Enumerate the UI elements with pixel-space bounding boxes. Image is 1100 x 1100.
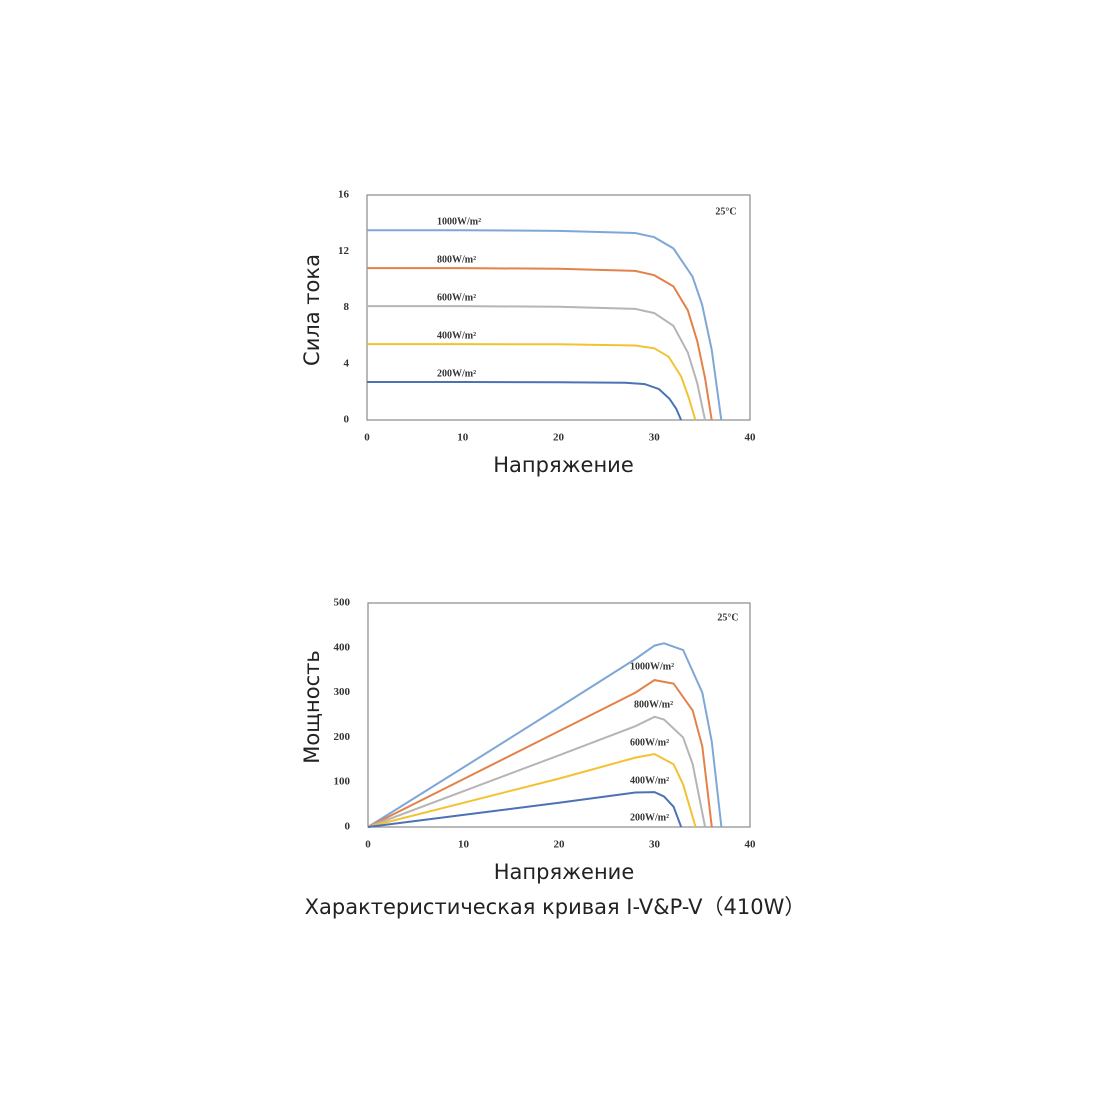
y-tick-label: 16 [338, 189, 350, 201]
series-label: 800W/m² [634, 699, 673, 710]
x-tick-label: 40 [745, 839, 757, 851]
y-tick-label: 12 [338, 245, 350, 257]
series-label: 600W/m² [630, 737, 669, 748]
x-tick-label: 0 [364, 432, 370, 444]
y-axis-label: Сила тока [300, 254, 324, 366]
series-line [367, 791, 683, 828]
x-tick-label: 20 [553, 432, 565, 444]
series-line [367, 715, 707, 828]
series-label: 1000W/m² [630, 661, 674, 672]
series-label: 1000W/m² [437, 216, 481, 227]
series-label: 800W/m² [437, 254, 476, 265]
y-tick-label: 4 [344, 357, 350, 369]
y-tick-label: 100 [334, 776, 351, 788]
y-tick-label: 300 [334, 686, 351, 698]
annotation: 25°C [715, 206, 736, 217]
y-tick-label: 0 [344, 414, 350, 426]
x-tick-label: 40 [745, 432, 757, 444]
series-line [367, 305, 706, 421]
y-axis-label: Мощность [300, 650, 324, 763]
x-axis-label: Напряжение [494, 860, 635, 884]
series-label: 400W/m² [630, 775, 669, 786]
y-tick-label: 400 [334, 641, 351, 653]
x-tick-label: 10 [458, 839, 470, 851]
x-tick-label: 30 [649, 432, 661, 444]
y-tick-label: 8 [344, 301, 350, 313]
series-label: 200W/m² [630, 812, 669, 823]
y-tick-label: 200 [334, 731, 351, 743]
annotation: 25°C [717, 612, 738, 623]
caption: Характеристическая кривая I-V&P-V（410W） [305, 895, 806, 919]
series-line [367, 381, 683, 421]
series-line [367, 752, 697, 828]
series-line [367, 679, 713, 828]
x-tick-label: 30 [649, 839, 661, 851]
x-axis-label: Напряжение [493, 453, 634, 477]
plot-frame [366, 194, 751, 421]
x-tick-label: 10 [457, 432, 469, 444]
series-line [367, 229, 723, 421]
series-label: 200W/m² [437, 368, 476, 379]
series-label: 600W/m² [437, 292, 476, 303]
series-line [367, 343, 697, 421]
y-tick-label: 500 [334, 597, 351, 609]
x-tick-label: 0 [365, 839, 371, 851]
series-line [367, 267, 713, 421]
series-line [367, 642, 723, 828]
plot-frame [367, 602, 751, 828]
series-label: 400W/m² [437, 330, 476, 341]
y-tick-label: 0 [345, 821, 351, 833]
x-tick-label: 20 [554, 839, 566, 851]
